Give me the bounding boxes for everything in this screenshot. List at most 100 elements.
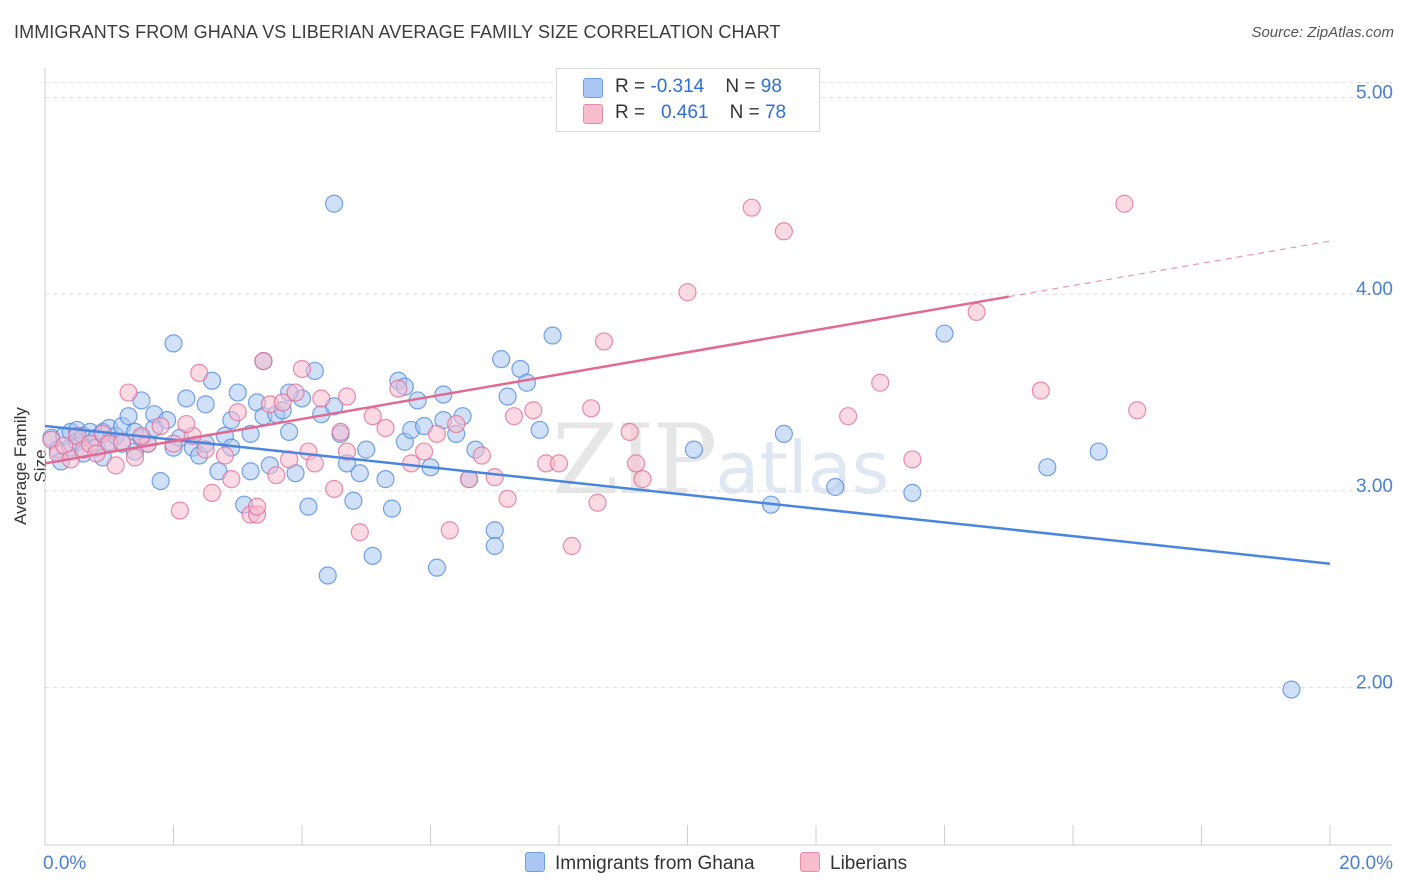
data-point [492, 350, 511, 369]
legend-n-label: N = [729, 102, 765, 123]
data-point [312, 389, 331, 408]
data-point [498, 387, 517, 406]
data-point [350, 523, 369, 542]
data-point [485, 468, 504, 487]
data-point [286, 383, 305, 402]
data-point [839, 407, 858, 426]
data-point [382, 499, 402, 518]
data-point [196, 440, 215, 459]
data-point [826, 477, 845, 497]
data-point [935, 324, 954, 343]
source-label: Source: ZipAtlas.com [1251, 24, 1394, 41]
data-point [678, 283, 697, 302]
legend-r-value: 0.461 [660, 102, 709, 123]
data-point [498, 489, 517, 508]
data-point [903, 450, 922, 469]
data-point [485, 536, 504, 556]
data-point [562, 536, 581, 556]
data-point [292, 359, 312, 379]
data-point [626, 454, 646, 473]
data-point [350, 464, 369, 483]
data-point [190, 363, 209, 382]
legend-swatch-liberians [583, 104, 603, 124]
data-point [241, 462, 260, 481]
legend-label-liberians: Liberians [830, 853, 908, 874]
data-point [1282, 680, 1301, 699]
legend-item-liberians: Liberians [800, 852, 907, 875]
data-point [530, 420, 549, 440]
data-point [151, 471, 170, 491]
data-point [164, 434, 183, 453]
trend-lines [44, 240, 1331, 565]
data-point [228, 403, 247, 422]
data-point [774, 424, 793, 443]
trend-line [44, 295, 1009, 465]
x-tick-label: 0.0% [43, 853, 86, 874]
data-point [447, 414, 466, 434]
data-point [1038, 458, 1057, 477]
data-point [1089, 442, 1108, 461]
data-points [42, 194, 1301, 699]
correlation-legend: R = -0.314 N = 98 R = 0.461 N = 78 [556, 68, 820, 132]
data-point [376, 418, 395, 438]
data-point [196, 395, 215, 414]
data-point [337, 442, 357, 461]
data-point [325, 194, 344, 213]
data-point [125, 448, 145, 467]
data-point [427, 558, 447, 577]
y-tick-labels: 2.00 3.00 4.00 5.00 [1356, 83, 1393, 694]
y-tick-label: 2.00 [1356, 673, 1393, 694]
data-point [215, 446, 234, 465]
data-point [485, 521, 504, 540]
legend-swatch-ghana [525, 852, 545, 872]
data-point [267, 466, 286, 485]
data-point [119, 407, 138, 426]
data-point [517, 373, 536, 392]
data-point [254, 351, 273, 371]
data-point [151, 416, 170, 436]
data-point [903, 483, 922, 502]
x-tick-label: 20.0% [1339, 853, 1393, 874]
data-point [280, 422, 299, 442]
watermark-atlas: atlas [715, 426, 890, 510]
data-point [389, 379, 408, 398]
data-point [440, 521, 459, 540]
legend-label-ghana: Immigrants from Ghana [555, 853, 755, 874]
data-point [357, 440, 376, 459]
data-point [967, 302, 986, 322]
data-point [524, 401, 543, 420]
data-point [222, 470, 241, 489]
data-point [472, 446, 491, 465]
data-point [202, 483, 222, 502]
legend-n-label: N = [725, 76, 761, 97]
legend-r-value: -0.314 [650, 76, 705, 97]
data-point [582, 399, 601, 418]
data-point [177, 414, 196, 434]
data-point [177, 389, 196, 408]
y-tick-label: 4.00 [1356, 279, 1393, 300]
data-point [543, 326, 562, 345]
data-point [1031, 381, 1050, 400]
trend-line [44, 424, 1331, 565]
data-point [318, 566, 337, 585]
legend-swatch-ghana [583, 78, 603, 98]
data-point [299, 497, 318, 516]
legend-r-label: R = [615, 76, 651, 97]
y-tick-label: 3.00 [1356, 476, 1393, 497]
data-point [504, 407, 524, 426]
data-point [273, 393, 292, 412]
data-point [620, 422, 639, 442]
legend-n-value: 98 [760, 76, 782, 97]
data-point [427, 424, 447, 443]
data-point [363, 546, 382, 565]
data-point [376, 470, 395, 489]
trend-line-extension [1008, 240, 1331, 298]
data-point [305, 454, 324, 473]
chart-title: IMMIGRANTS FROM GHANA VS LIBERIAN AVERAG… [14, 22, 781, 42]
legend-n-value: 78 [764, 102, 787, 123]
data-point [633, 470, 652, 489]
gridlines [45, 82, 1392, 689]
data-point [170, 501, 190, 520]
data-point [742, 198, 761, 217]
